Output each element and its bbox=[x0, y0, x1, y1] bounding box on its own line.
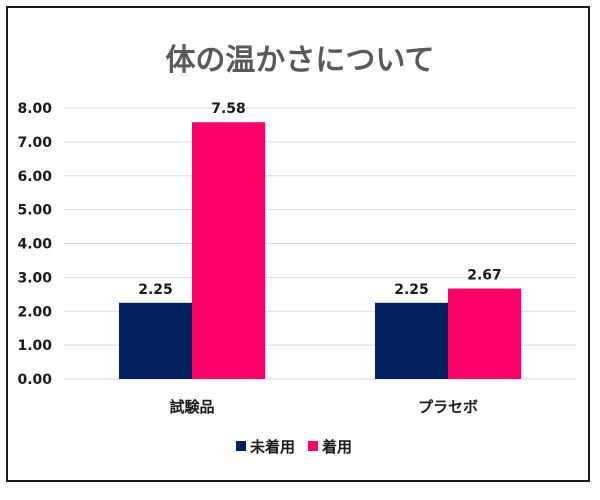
y-tick-label: 6.00 bbox=[17, 169, 52, 185]
y-tick-label: 2.00 bbox=[17, 304, 52, 320]
data-labels: 2.25 7.58 2.25 2.67 bbox=[138, 101, 502, 298]
legend-swatch bbox=[308, 441, 318, 451]
y-tick-label: 0.00 bbox=[17, 372, 52, 388]
y-axis-ticks: 0.00 1.00 2.00 3.00 4.00 5.00 6.00 7.00 8.00 bbox=[17, 101, 52, 388]
bar-worn bbox=[192, 122, 265, 379]
y-tick-label: 3.00 bbox=[17, 270, 52, 286]
bar-not-worn bbox=[375, 302, 448, 379]
data-label: 7.58 bbox=[211, 101, 246, 117]
y-tick-label: 4.00 bbox=[17, 237, 52, 253]
legend: 未着用 着用 bbox=[236, 438, 352, 456]
x-axis-categories: 試験品 プラセボ bbox=[169, 398, 478, 416]
legend-swatch bbox=[236, 441, 246, 451]
y-tick-label: 7.00 bbox=[17, 135, 52, 151]
data-label: 2.25 bbox=[138, 282, 173, 298]
bar-worn bbox=[448, 288, 521, 379]
bar-not-worn bbox=[119, 302, 192, 379]
y-tick-label: 1.00 bbox=[17, 338, 52, 354]
data-label: 2.67 bbox=[467, 268, 502, 284]
legend-label: 未着用 bbox=[249, 438, 295, 456]
data-label: 2.25 bbox=[394, 282, 429, 298]
x-category-label: プラセボ bbox=[418, 398, 478, 416]
chart-title: 体の温かさについて bbox=[165, 43, 434, 78]
y-tick-label: 8.00 bbox=[17, 101, 52, 117]
x-category-label: 試験品 bbox=[169, 398, 214, 416]
bars bbox=[119, 122, 521, 379]
legend-label: 着用 bbox=[321, 438, 352, 456]
y-tick-label: 5.00 bbox=[17, 203, 52, 219]
